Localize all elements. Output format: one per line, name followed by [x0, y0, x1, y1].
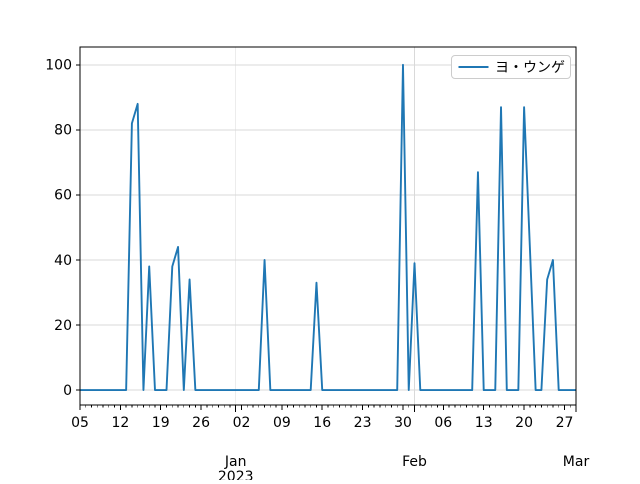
legend: ヨ・ウンゲ [451, 55, 571, 79]
x-tick-label: 06 [434, 415, 452, 431]
y-tick-label: 0 [63, 383, 72, 399]
x-tick-label: 02 [233, 415, 251, 431]
x-tick-label: 19 [152, 415, 170, 431]
x-tick-label: 16 [313, 415, 331, 431]
x-tick-label: 20 [515, 415, 533, 431]
gridlines [80, 47, 576, 405]
y-tick-label: 20 [54, 318, 72, 334]
x-year-label: 2023 [218, 469, 254, 480]
legend-box [451, 55, 571, 79]
x-month-label: Jan [224, 454, 247, 470]
y-tick-label: 60 [54, 188, 72, 204]
x-tick-label: 26 [192, 415, 210, 431]
x-tick-label: 30 [394, 415, 412, 431]
data-series-group [80, 63, 576, 391]
plot-border [79, 46, 577, 406]
x-tick-label: 12 [111, 415, 129, 431]
data-line [80, 63, 576, 391]
y-tick-label: 40 [54, 253, 72, 269]
y-tick-label: 100 [45, 58, 72, 74]
x-tick-label: 23 [354, 415, 372, 431]
x-tick-label: 05 [71, 415, 89, 431]
x-tick-label: 27 [556, 415, 574, 431]
x-tick-label: 09 [273, 415, 291, 431]
legend-label: ヨ・ウンゲ [495, 60, 565, 76]
x-month-label: Mar [563, 454, 590, 470]
y-tick-label: 80 [54, 123, 72, 139]
x-month-label: Feb [402, 454, 427, 470]
x-tick-label: 13 [475, 415, 493, 431]
axes: 0 20 40 60 80 100 05 12 19 26 02 09 16 23 30 06 13 20 27 Ja… [45, 46, 590, 484]
